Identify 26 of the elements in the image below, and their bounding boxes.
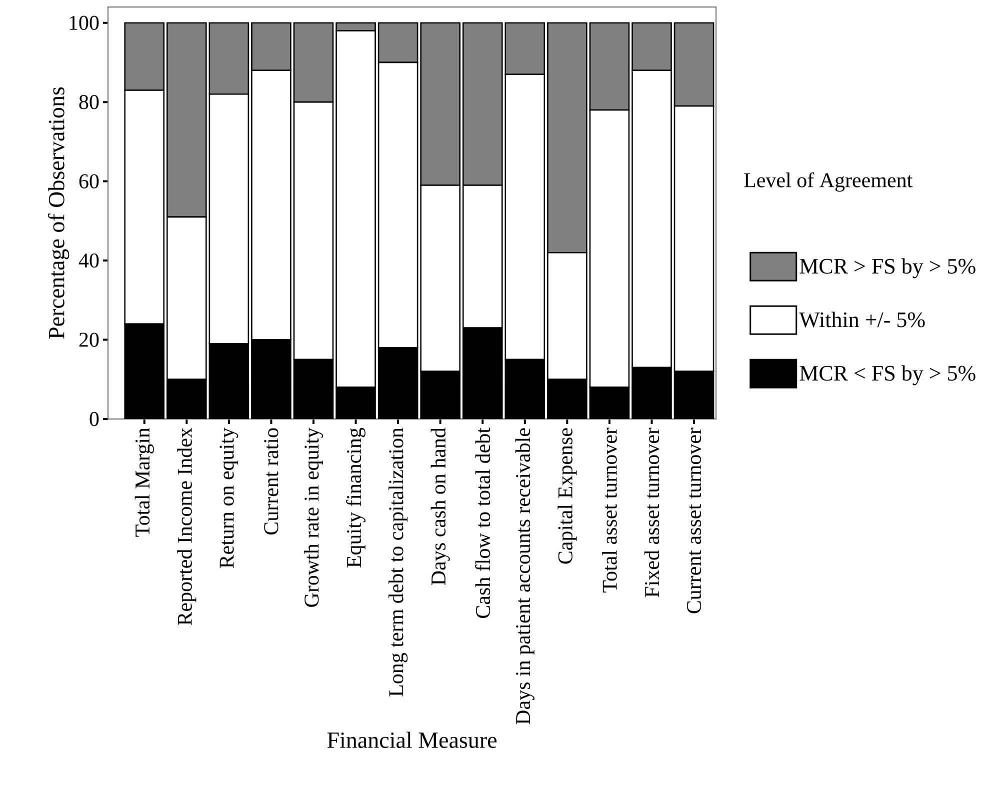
x-tick-label: Long term debt to capitalization xyxy=(388,428,408,696)
x-tick-label: Capital Expense xyxy=(558,428,577,564)
y-tick-label: 40 xyxy=(78,253,99,268)
legend-label: MCR < FS by > 5% xyxy=(800,365,976,386)
x-tick-label: Total Margin xyxy=(134,428,154,537)
x-tick-label: Equity financing xyxy=(346,428,366,568)
legend-label: Within +/- 5% xyxy=(799,312,925,328)
x-axis-title: Financial Measure xyxy=(327,732,496,748)
y-tick-label: 80 xyxy=(79,94,99,110)
x-tick-label: Cash flow to total debt xyxy=(475,428,490,618)
x-tick-label: Current ratio xyxy=(264,428,278,535)
x-tick-label: Current asset turnover xyxy=(686,428,702,614)
legend-title: Level of Agreement xyxy=(744,172,913,192)
x-tick-label: Days cash on hand xyxy=(430,428,450,585)
y-tick-label: 0 xyxy=(90,412,99,426)
y-tick-label: 100 xyxy=(70,16,99,30)
x-tick-label: Total asset turnover xyxy=(602,428,617,592)
y-tick-label: 60 xyxy=(79,174,99,188)
x-tick-label: Return on equity xyxy=(220,428,238,568)
legend-label: MCR > FS by > 5% xyxy=(800,258,976,278)
x-tick-label: Growth rate in equity xyxy=(304,428,324,607)
x-tick-label: Reported Income Index xyxy=(177,428,196,626)
x-tick-label: Fixed asset turnover xyxy=(644,428,660,598)
y-tick-label: 20 xyxy=(79,332,99,347)
y-axis-title: Percentage of Observations xyxy=(48,87,70,339)
x-tick-label: Days in patient accounts receivable xyxy=(515,428,534,724)
